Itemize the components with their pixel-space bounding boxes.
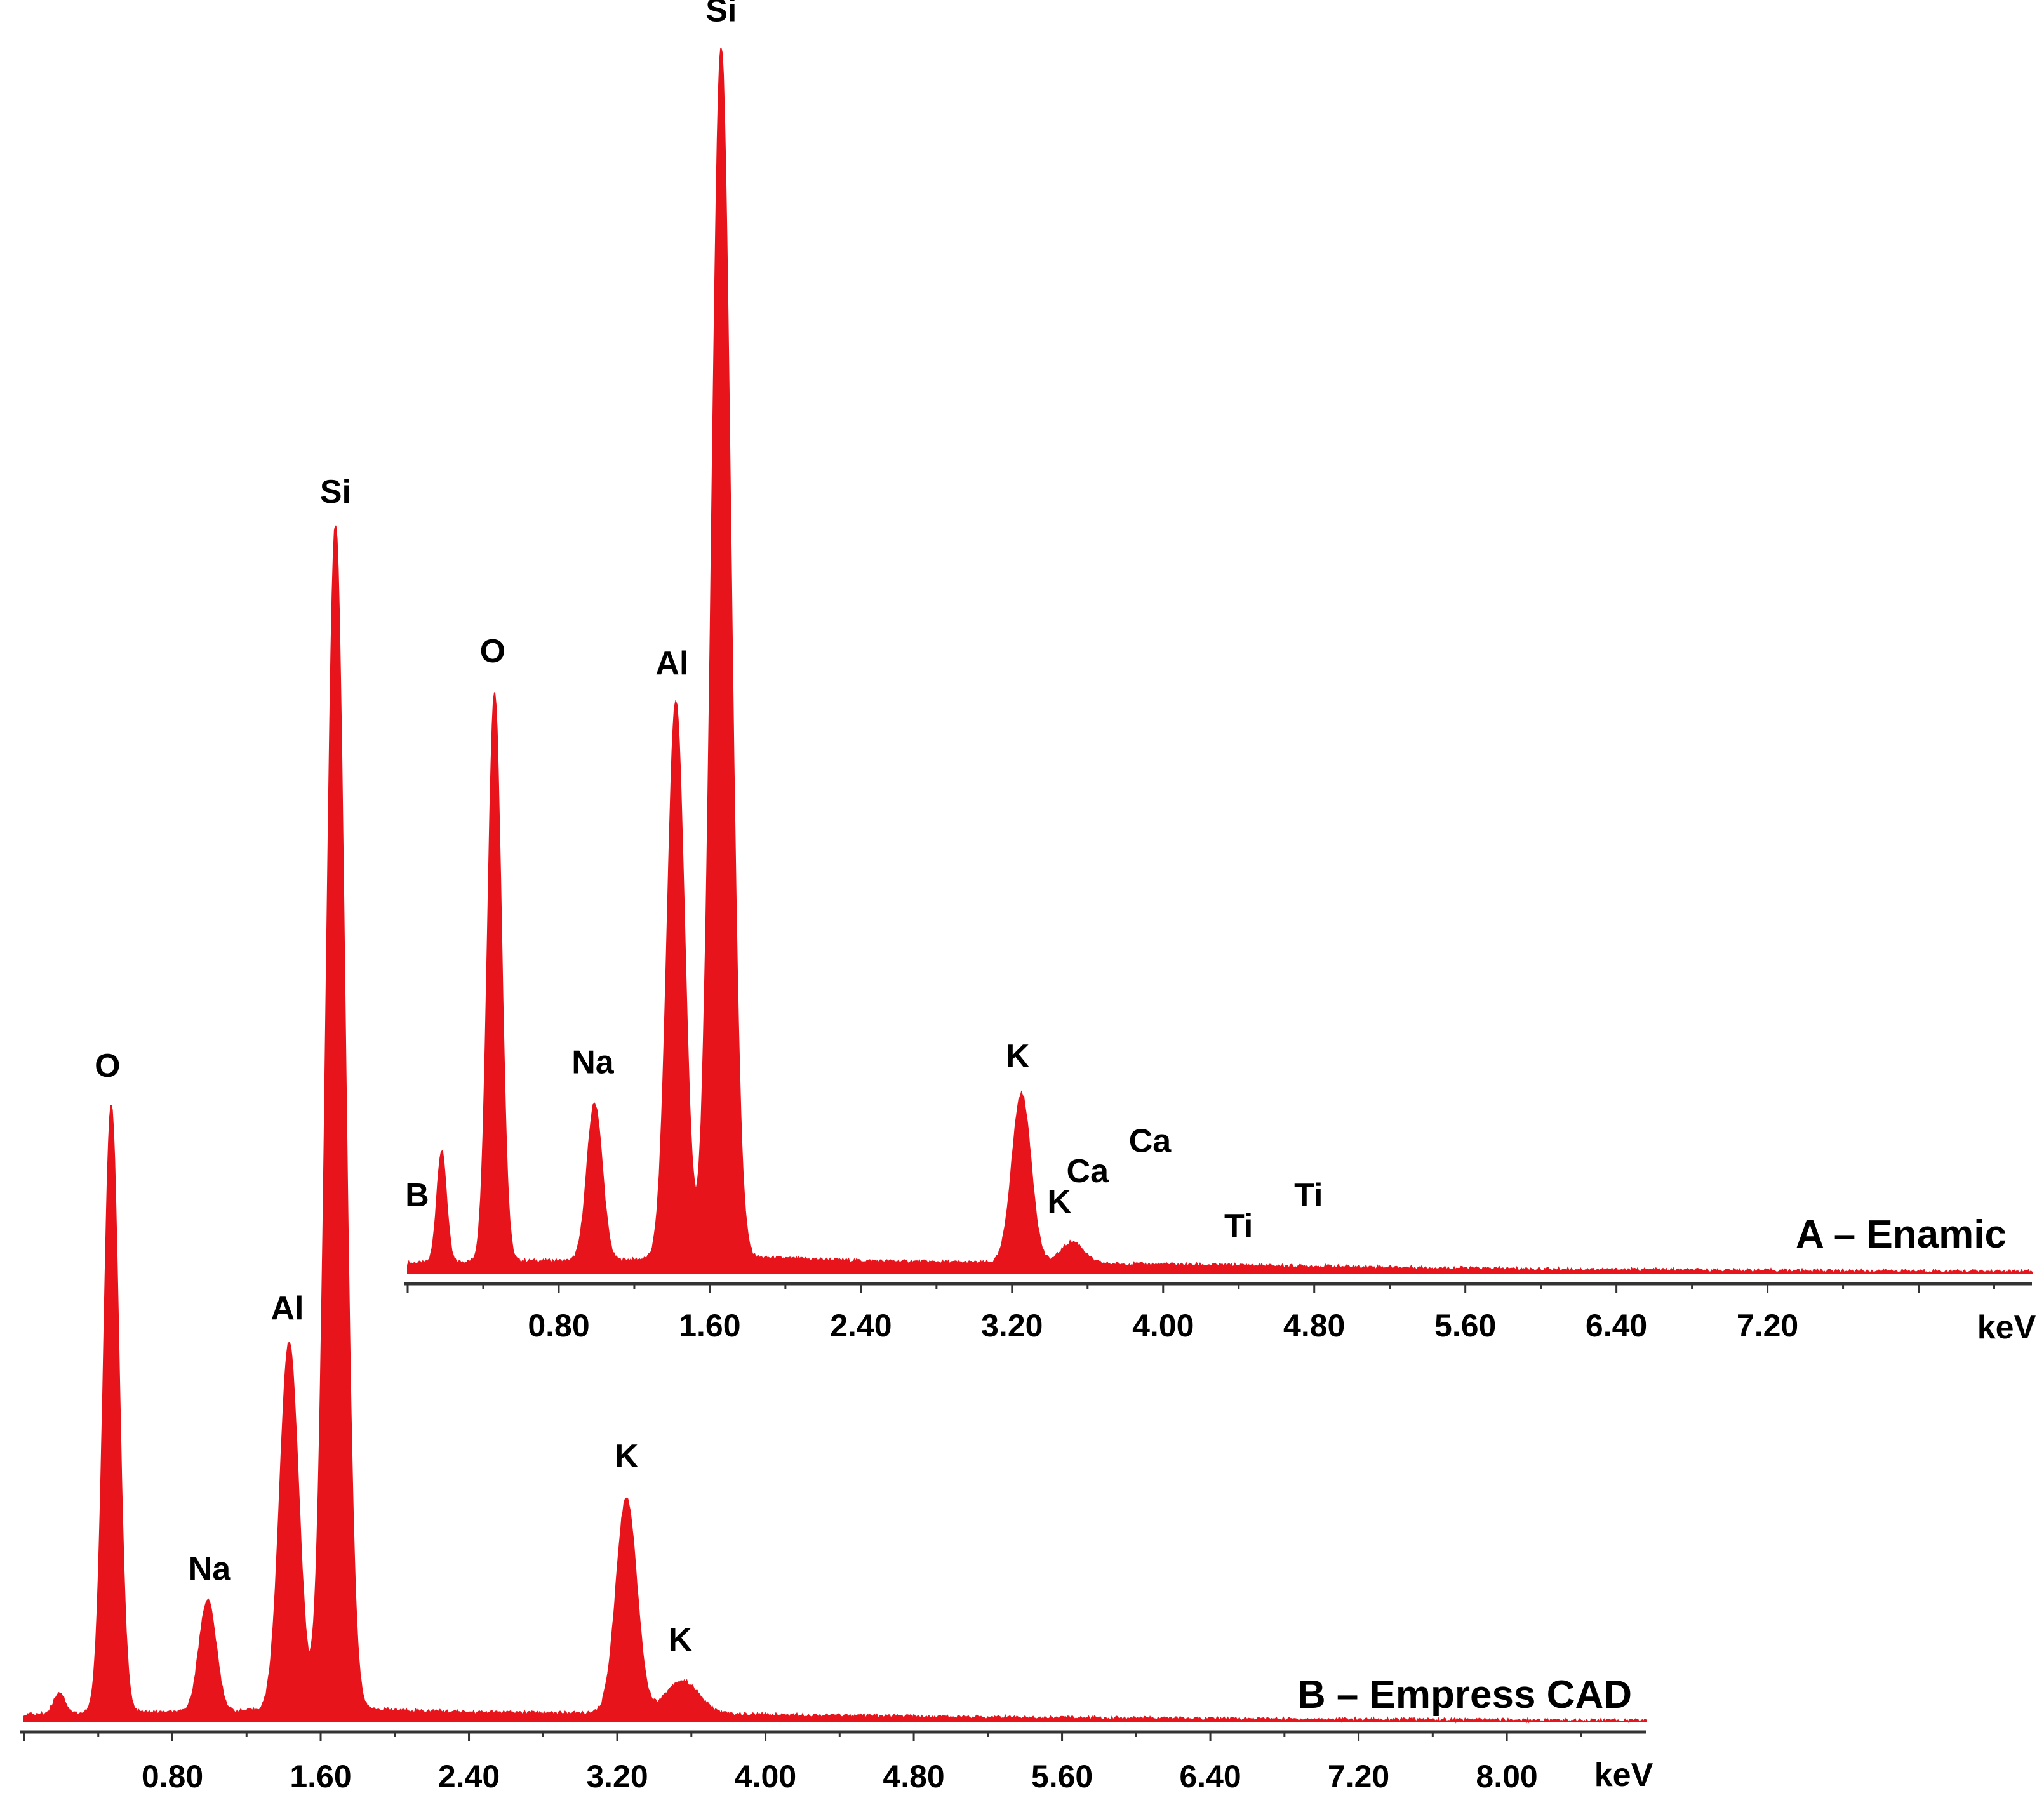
spectrum-b-tick-label-0: 0.80	[142, 1759, 203, 1794]
spectrum-a-peak-label-2: Na	[571, 1044, 615, 1081]
spectrum-b-title: B – Empress CAD	[1297, 1673, 1632, 1717]
spectrum-b-peak-label-5: K	[669, 1622, 693, 1658]
spectrum-a-peak-label-0: B	[405, 1177, 429, 1214]
spectrum-b-tick-label-6: 5.60	[1031, 1759, 1093, 1794]
spectrum-a-peak-label-3: Al	[655, 645, 688, 682]
spectrum-b-tick-label-1: 1.60	[290, 1759, 351, 1794]
spectrum-b-tick-label-7: 6.40	[1179, 1759, 1241, 1794]
spectrum-b-panel: O Na Al Si K K 0.80 1.60 2.40 3.20 4.00 4.80 5.60 6.…	[20, 474, 1653, 1794]
spectrum-b-peak-label-3: Si	[320, 474, 351, 510]
spectrum-b-peak-label-4: K	[615, 1438, 639, 1475]
spectrum-b-peak-label-0: O	[95, 1048, 120, 1084]
spectrum-a-title: A – Enamic	[1796, 1213, 2007, 1256]
spectrum-a-x-ticks: 0.80 1.60 2.40 3.20 4.00 4.80 5.60 6.40 7.20	[406, 1284, 1996, 1343]
spectrum-b-tick-label-9: 8.00	[1476, 1759, 1537, 1794]
spectrum-b-unit-label: keV	[1594, 1757, 1653, 1794]
spectrum-a-tick-label-5: 4.80	[1283, 1308, 1345, 1343]
spectrum-b-tick-label-5: 4.80	[883, 1759, 944, 1794]
spectrum-b-peak-label-2: Al	[271, 1290, 304, 1327]
spectrum-a-peak-label-9: Ti	[1224, 1208, 1253, 1244]
spectrum-a-tick-label-1: 1.60	[679, 1308, 740, 1343]
spectrum-a-peak-label-8: Ca	[1129, 1123, 1172, 1160]
spectrum-a-peak-label-5: K	[1006, 1038, 1030, 1075]
spectrum-a-peak-label-1: O	[480, 633, 505, 670]
spectrum-a-peak-label-10: Ti	[1294, 1177, 1323, 1214]
spectrum-b-x-ticks: 0.80 1.60 2.40 3.20 4.00 4.80 5.60 6.40 7.20 8.00	[23, 1732, 1582, 1794]
spectrum-a-tick-label-3: 3.20	[981, 1308, 1043, 1343]
spectrum-b-area	[23, 525, 1647, 1724]
spectrum-a-area	[407, 47, 2033, 1275]
spectrum-b-tick-label-4: 4.00	[735, 1759, 796, 1794]
spectrum-b-tick-label-8: 7.20	[1328, 1759, 1389, 1794]
spectrum-a-peak-label-7: Ca	[1067, 1153, 1110, 1190]
spectrum-a-tick-label-0: 0.80	[528, 1308, 589, 1343]
spectrum-a-tick-label-2: 2.40	[830, 1308, 892, 1343]
spectrum-a-peak-label-4: Si	[705, 0, 737, 29]
spectrum-b-tick-label-2: 2.40	[438, 1759, 500, 1794]
spectrum-a-tick-label-8: 7.20	[1737, 1308, 1798, 1343]
spectrum-a-unit-label: keV	[1977, 1309, 2036, 1346]
spectrum-a-peak-label-6: K	[1047, 1183, 1071, 1220]
spectrum-b-peak-label-1: Na	[189, 1550, 232, 1587]
spectrum-a-tick-label-6: 5.60	[1434, 1308, 1496, 1343]
spectrum-a-tick-label-4: 4.00	[1132, 1308, 1194, 1343]
spectrum-b-peak-labels: O Na Al Si K K	[95, 474, 692, 1658]
spectrum-b-tick-label-3: 3.20	[586, 1759, 648, 1794]
spectrum-a-tick-label-7: 6.40	[1586, 1308, 1647, 1343]
